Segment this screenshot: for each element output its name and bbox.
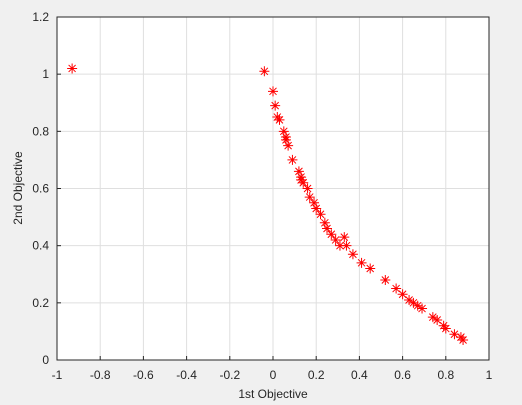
y-tick-label: 0.8	[32, 124, 49, 138]
x-axis-label: 1st Objective	[238, 387, 308, 401]
point	[356, 257, 367, 268]
x-tick-label: -0.8	[90, 368, 111, 382]
y-tick-label: 0.4	[32, 239, 49, 253]
y-tick-label: 0.2	[32, 296, 49, 310]
point	[412, 300, 423, 311]
y-tick-label: 1	[42, 67, 49, 81]
point	[432, 314, 443, 325]
point	[380, 274, 391, 285]
point	[391, 283, 402, 294]
y-tick-label: 0	[42, 353, 49, 367]
x-tick-label: -0.4	[176, 368, 197, 382]
x-tick-label: -0.2	[219, 368, 240, 382]
point	[278, 126, 289, 137]
point	[417, 303, 428, 314]
point	[326, 229, 337, 240]
point	[339, 232, 350, 243]
point	[427, 312, 438, 323]
point	[322, 223, 332, 234]
x-tick-label: -0.6	[133, 368, 154, 382]
point	[302, 183, 313, 194]
point	[319, 217, 330, 228]
point	[315, 209, 326, 220]
point	[449, 329, 460, 340]
x-tick-label: 1	[486, 368, 493, 382]
point	[298, 177, 309, 188]
point	[397, 289, 408, 300]
point	[440, 323, 451, 334]
y-tick-label: 0.6	[32, 182, 49, 196]
x-tick-label: -1	[52, 368, 63, 382]
point	[283, 140, 294, 151]
y-tick-label: 1.2	[32, 10, 49, 24]
axes-box	[56, 16, 490, 361]
point	[67, 63, 78, 74]
point	[270, 100, 281, 111]
point	[341, 240, 352, 251]
point	[309, 197, 320, 208]
point	[458, 334, 469, 345]
point	[304, 192, 315, 203]
point	[287, 154, 298, 165]
x-tick-label: 0.2	[308, 368, 325, 382]
x-tick-label: 0.4	[351, 368, 368, 382]
point	[404, 294, 415, 305]
point	[330, 234, 341, 245]
point	[268, 86, 278, 97]
x-tick-label: 0.8	[437, 368, 454, 382]
point	[280, 134, 291, 145]
x-tick-label: 0	[270, 368, 277, 382]
point	[334, 240, 345, 251]
point	[408, 297, 419, 308]
y-axis-label: 2nd Objective	[11, 151, 25, 225]
point	[259, 66, 270, 77]
point	[293, 166, 304, 177]
point	[311, 203, 322, 214]
point	[274, 114, 285, 125]
point	[365, 263, 376, 274]
x-tick-label: 0.6	[394, 368, 411, 382]
point	[347, 249, 358, 260]
